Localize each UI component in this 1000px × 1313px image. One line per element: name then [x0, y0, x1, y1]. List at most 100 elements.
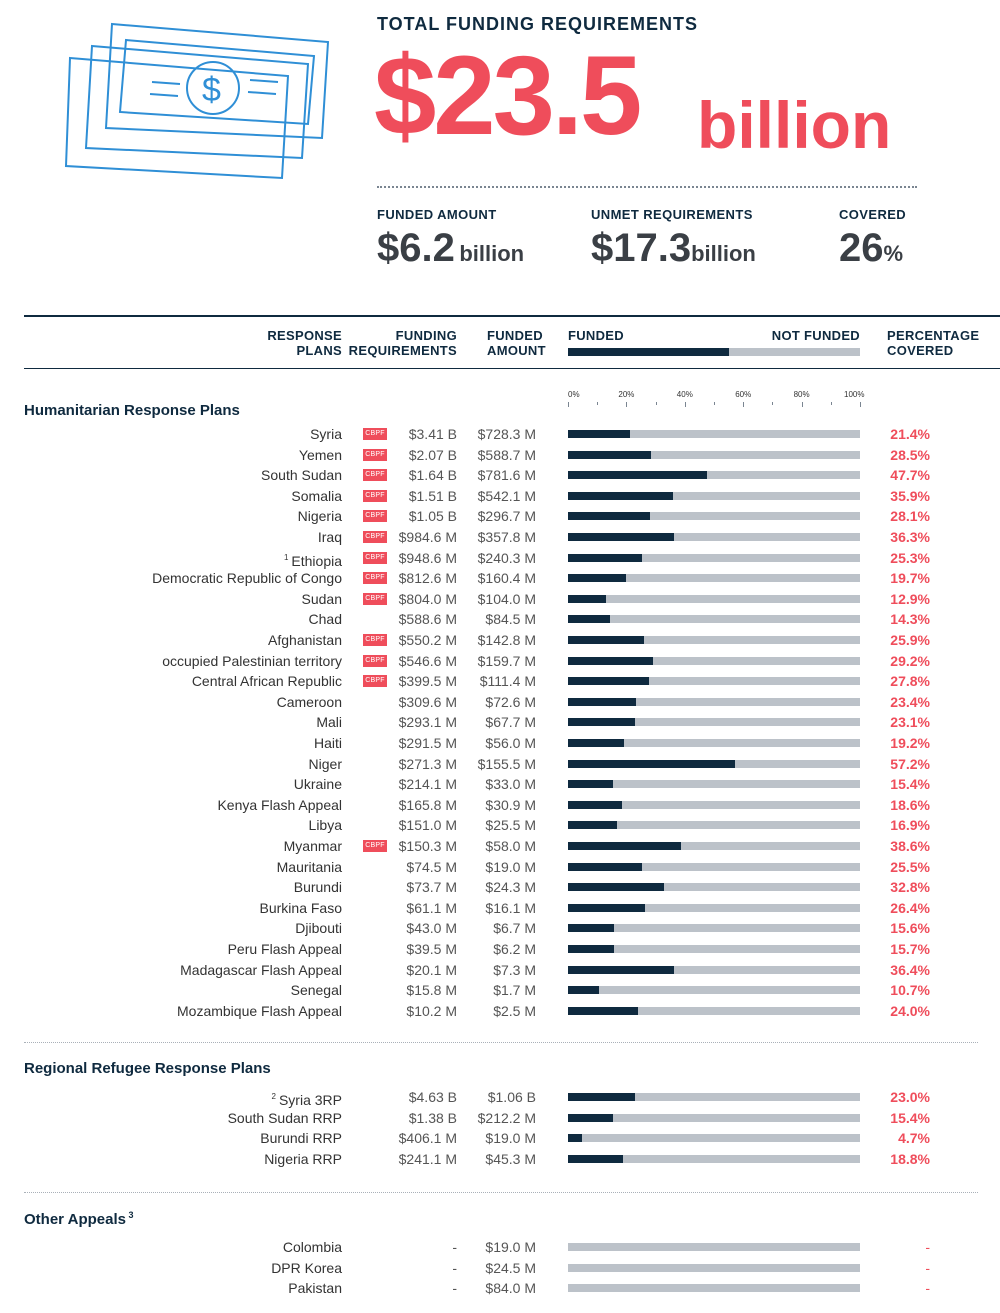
column-header-line: FUNDING: [395, 328, 457, 343]
coverage-bar-track: [568, 697, 860, 706]
funding-requirements: $984.6 M: [398, 529, 457, 545]
cbpf-badge: CBPF: [363, 592, 387, 605]
table-row: Central African Republic CBPF $399.5 M $111…: [0, 671, 1000, 691]
coverage-bar-track: [568, 656, 860, 665]
header-title: TOTAL FUNDING REQUIREMENTS: [377, 14, 699, 34]
plan-name-text: Afghanistan: [268, 632, 342, 648]
table-row: South Sudan CBPF $1.64 B $781.6 M 47.7%: [0, 465, 1000, 485]
percentage-covered: 4.7%: [898, 1130, 930, 1147]
plan-name: Mali: [316, 712, 342, 732]
funding-requirements: $74.5 M: [406, 858, 457, 875]
coverage-bar-track: [568, 800, 860, 809]
footnote-marker: 1: [283, 552, 289, 562]
coverage-bar-track: [568, 533, 860, 541]
percentage-covered: -: [925, 1239, 930, 1255]
axis-tick: [830, 402, 832, 405]
percentage-covered: 38.6%: [890, 838, 930, 854]
table-row: Peru Flash Appeal $39.5 M $6.2 M 15.7%: [0, 939, 1000, 959]
table-row: Senegal $15.8 M $1.7 M 10.7%: [0, 980, 1000, 1000]
column-header-line: REQUIREMENTS: [348, 343, 457, 358]
stat-value: $17.3: [591, 226, 692, 270]
coverage-bar: [568, 615, 610, 624]
percentage-covered: 35.9%: [890, 487, 930, 504]
plan-name-text: Syria: [310, 426, 342, 442]
coverage-bar-track: [568, 491, 860, 500]
axis-tick-label: 80%: [793, 390, 810, 399]
percentage-covered: 15.6%: [890, 920, 930, 937]
funding-requirements: $399.5 M: [398, 673, 457, 690]
cbpf-badge: CBPF: [363, 551, 387, 564]
coverage-bar-track: [568, 862, 860, 871]
table-row: Sudan CBPF $804.0 M $104.0 M 12.9%: [0, 589, 1000, 609]
coverage-bar: [568, 986, 600, 995]
coverage-bar: [568, 533, 674, 541]
table-row: Afghanistan CBPF $550.2 M $142.8 M 25.9%: [0, 630, 1000, 650]
plan-name: Djibouti: [295, 918, 342, 938]
plan-name: Democratic Republic of Congo: [152, 568, 342, 588]
funding-requirements: $291.5 M: [398, 735, 457, 751]
funded-amount: $45.3 M: [485, 1150, 536, 1167]
plan-name: Afghanistan: [268, 630, 342, 650]
header-divider: [377, 186, 917, 188]
plan-name: Sudan: [302, 589, 342, 609]
percentage-covered: 28.5%: [890, 446, 930, 463]
funded-amount: $1.7 M: [493, 982, 536, 999]
plan-name: DPR Korea: [271, 1258, 342, 1278]
coverage-bar-track: [568, 1154, 860, 1163]
table-row: Burundi $73.7 M $24.3 M 32.8%: [0, 877, 1000, 897]
cbpf-badge: CBPF: [363, 572, 387, 585]
axis-tick: [655, 402, 657, 405]
funded-amount: $781.6 M: [477, 467, 536, 484]
plan-name: Senegal: [291, 980, 342, 1000]
coverage-bar: [568, 491, 673, 500]
stat-funded: FUNDED AMOUNT $6.2 billion: [377, 207, 524, 268]
percentage-covered: 25.3%: [890, 549, 930, 566]
plan-name-text: Senegal: [290, 982, 342, 999]
percentage-covered: 28.1%: [890, 508, 930, 525]
funded-amount: $2.5 M: [493, 1002, 536, 1019]
column-header-line: AMOUNT: [487, 343, 546, 358]
plan-name: Cameroon: [277, 692, 342, 712]
plan-name: Chad: [309, 609, 342, 629]
plan-name-text: Libya: [308, 817, 342, 834]
coverage-bar-track: [568, 677, 860, 686]
coverage-bar: [568, 800, 623, 809]
funding-requirements: $1.38 B: [408, 1109, 457, 1126]
stat-label: COVERED: [839, 207, 907, 222]
plan-name-text: Sudan: [301, 590, 342, 607]
coverage-bar-track: [568, 1006, 860, 1015]
plan-name-text: South Sudan: [261, 467, 342, 484]
funding-requirements: $3.41 B: [408, 426, 457, 442]
axis-tick-label: 60%: [735, 390, 752, 399]
coverage-bar: [568, 1154, 623, 1163]
stat-label: UNMET REQUIREMENTS: [591, 207, 753, 222]
coverage-bar-track: [568, 615, 860, 624]
coverage-bar: [568, 450, 652, 459]
table-row: Madagascar Flash Appeal $20.1 M $7.3 M 36.4…: [0, 960, 1000, 980]
table-row: Kenya Flash Appeal $165.8 M $30.9 M 18.6%: [0, 795, 1000, 815]
plan-name-text: Somalia: [291, 487, 342, 504]
table-row: Burkina Faso $61.1 M $16.1 M 26.4%: [0, 898, 1000, 918]
coverage-bar: [568, 924, 614, 933]
plan-name-text: occupied Palestinian territory: [162, 652, 342, 669]
coverage-bar: [568, 1093, 636, 1101]
cbpf-badge: CBPF: [363, 469, 387, 482]
table-row: Libya $151.0 M $25.5 M 16.9%: [0, 815, 1000, 835]
axis-tick-label: 0%: [568, 390, 580, 399]
cbpf-badge: CBPF: [363, 510, 387, 523]
funding-requirements: $804.0 M: [398, 590, 457, 607]
plan-name-text: Chad: [308, 611, 342, 628]
section-separator: [24, 1042, 978, 1043]
stat-unit: billion: [691, 241, 756, 266]
table-row: Haiti $291.5 M $56.0 M 19.2%: [0, 733, 1000, 753]
axis-tick: [801, 402, 803, 407]
funded-amount: $7.3 M: [493, 961, 536, 978]
percentage-covered: 19.7%: [890, 570, 930, 587]
funding-requirements: $948.6 M: [398, 549, 457, 566]
funded-amount: $16.1 M: [485, 899, 536, 916]
percentage-covered: 16.9%: [890, 817, 930, 834]
funding-requirements: $4.63 B: [408, 1089, 457, 1105]
funding-requirements: $1.64 B: [408, 467, 457, 484]
plan-name-text: Peru Flash Appeal: [227, 941, 342, 957]
column-header-line: RESPONSE: [267, 328, 342, 343]
